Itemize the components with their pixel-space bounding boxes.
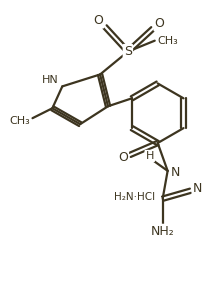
Text: H₂N·HCl: H₂N·HCl: [114, 192, 155, 202]
Text: NH₂: NH₂: [151, 225, 174, 238]
Text: S: S: [124, 45, 132, 58]
Text: H: H: [146, 151, 154, 161]
Text: O: O: [155, 17, 165, 30]
Text: N: N: [193, 182, 202, 195]
Text: N: N: [171, 166, 180, 179]
Text: CH₃: CH₃: [157, 36, 178, 46]
Text: O: O: [93, 14, 103, 27]
Text: O: O: [118, 152, 128, 165]
Text: CH₃: CH₃: [9, 116, 30, 126]
Text: HN: HN: [42, 75, 59, 86]
